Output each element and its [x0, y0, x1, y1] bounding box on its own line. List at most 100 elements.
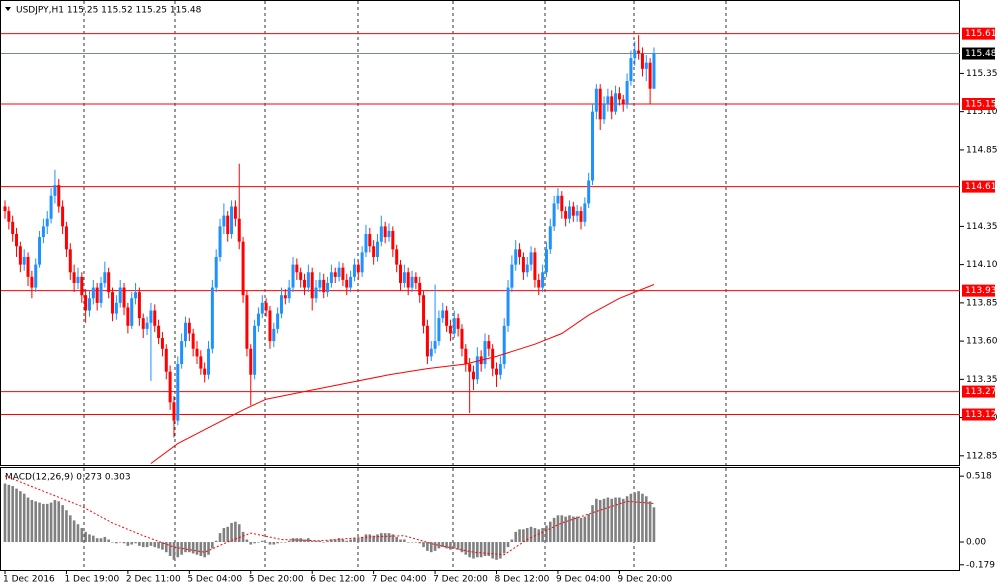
candle-body [141, 318, 145, 329]
macd-bar [330, 539, 333, 543]
candle-body [487, 341, 491, 349]
candle-body [172, 402, 176, 421]
macd-bar [307, 538, 310, 543]
candle-body [26, 256, 30, 277]
main-panel [0, 0, 960, 466]
candle-body [276, 313, 280, 329]
candle-body [637, 50, 641, 54]
candle-body [222, 215, 226, 227]
candle-body [114, 302, 118, 314]
candle-body [433, 341, 437, 349]
macd-bar [406, 542, 410, 543]
candle-body [283, 295, 287, 299]
macd-bar [644, 496, 648, 543]
candle-body [560, 195, 564, 212]
candle-body [291, 264, 295, 288]
candle-body [95, 287, 99, 303]
macd-bar [115, 542, 118, 544]
macd-bar [211, 542, 214, 549]
candle-body [633, 50, 637, 59]
level-label: 113.12 [965, 410, 997, 420]
candle-body [514, 249, 518, 265]
candle-body [422, 295, 426, 326]
candle-body [199, 356, 203, 369]
macd-bar [429, 542, 433, 553]
candle-body [548, 226, 552, 250]
macd-bar [537, 529, 541, 543]
macd-bar [356, 538, 360, 543]
candle-body [402, 272, 406, 283]
macd-bar [449, 542, 452, 550]
candle-body [491, 348, 495, 369]
macd-bar [368, 534, 372, 543]
level-label-bg [962, 27, 995, 40]
macd-bar [15, 488, 18, 543]
macd-bar [7, 484, 11, 543]
candle-body [525, 264, 529, 273]
macd-bar [230, 522, 233, 543]
moving-average [150, 284, 655, 464]
macd-bar [372, 535, 375, 543]
level-label-bg [962, 98, 995, 111]
candle-body [552, 203, 556, 227]
macd-bar [272, 542, 276, 545]
macd-bar [184, 542, 187, 553]
macd-bar [34, 501, 38, 543]
macd-bar [464, 542, 468, 555]
macd-bar [161, 542, 164, 550]
candle-body [57, 185, 61, 207]
candle-body [130, 298, 134, 326]
candle-body [337, 267, 341, 277]
macd-bar [360, 536, 364, 543]
candle-body [575, 211, 579, 216]
macd-bar [214, 540, 218, 543]
macd-bar [176, 542, 180, 558]
macd-bar [326, 540, 329, 543]
macd-bar [652, 507, 656, 543]
candle-body [226, 215, 230, 235]
level-label: 113.93 [965, 286, 997, 296]
macd-bar [495, 542, 498, 560]
macd-bar [491, 542, 494, 559]
x-tick-label: 7 Dec 04:00 [372, 575, 427, 585]
macd-bar [403, 539, 406, 543]
macd-bar [284, 542, 287, 543]
bid-label-bg [962, 47, 995, 60]
candle-body [3, 206, 7, 212]
candle-body [76, 276, 80, 283]
macd-bar [157, 542, 160, 549]
macd-bar [130, 542, 134, 545]
candle-body [468, 364, 472, 372]
candle-body [53, 185, 57, 196]
candle-body [629, 58, 633, 82]
macd-bar [487, 542, 491, 557]
candle-body [183, 322, 187, 342]
macd-bar [118, 542, 122, 543]
candle-body [541, 272, 545, 288]
candle-body [318, 279, 322, 288]
macd-bar [49, 502, 53, 543]
macd-bar [364, 534, 368, 543]
macd-bar [318, 540, 322, 543]
macd-bar [107, 539, 110, 543]
macd-bar [422, 542, 425, 548]
x-tick-label: 5 Dec 20:00 [249, 575, 304, 585]
level-label: 115.61 [965, 29, 997, 39]
macd-bar [88, 534, 91, 543]
macd-bar [126, 542, 130, 546]
candle-body [464, 348, 468, 365]
level-label: 113.27 [965, 387, 997, 397]
candle-body [264, 302, 268, 311]
macd-bar [122, 542, 126, 544]
candle-body [99, 282, 103, 303]
candle-body [87, 298, 91, 311]
macd-bar [621, 498, 625, 543]
macd-bar [57, 501, 61, 543]
macd-bar [376, 534, 379, 543]
candle-body [614, 93, 618, 112]
candle-body [322, 279, 326, 293]
level-label-bg [962, 408, 995, 421]
candle-body [579, 211, 583, 222]
candle-body [137, 292, 141, 319]
candle-body [203, 368, 207, 375]
